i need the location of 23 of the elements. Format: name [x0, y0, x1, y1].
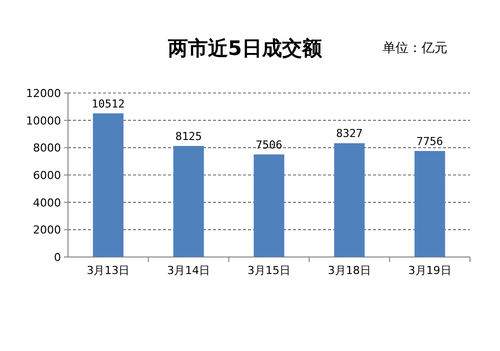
y-tick-label: 0: [54, 251, 61, 264]
text: 单位：亿元: [382, 41, 448, 56]
bar: [414, 151, 446, 257]
data-label: 10512: [92, 97, 125, 110]
bar: [254, 154, 284, 257]
y-tick-label: 6000: [33, 169, 61, 182]
bar: [173, 146, 204, 257]
bar: [334, 143, 365, 257]
data-label: 8327: [336, 127, 363, 140]
x-tick-label: 3月13日: [86, 264, 130, 277]
y-tick-label: 8000: [33, 142, 61, 155]
y-tick-label: 4000: [33, 196, 61, 210]
y-tick-label: 2000: [33, 224, 61, 237]
x-tick-label: 3月14日: [167, 264, 210, 277]
y-tick-label: 10000: [26, 114, 61, 128]
x-tick-label: 3月15日: [248, 264, 290, 277]
bar: [92, 113, 124, 257]
x-tick-label: 3月19日: [408, 264, 452, 277]
chart-title: 两市近5日成交额: [167, 36, 323, 60]
y-tick-label: 12000: [26, 87, 61, 100]
x-tick-label: 3月18日: [328, 264, 371, 277]
data-label: 8125: [175, 130, 202, 143]
data-label: 7756: [416, 135, 444, 148]
